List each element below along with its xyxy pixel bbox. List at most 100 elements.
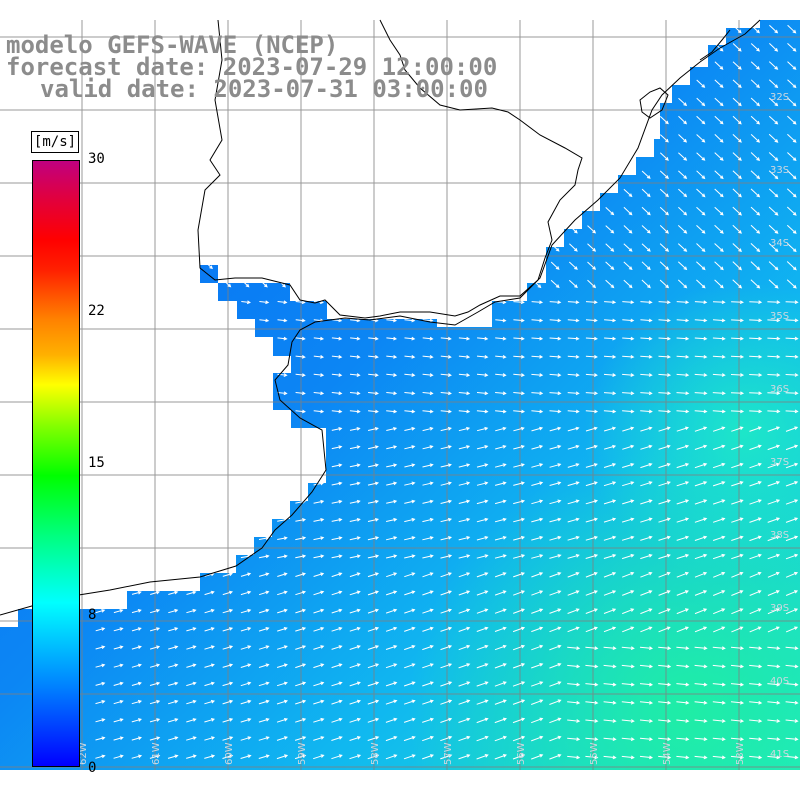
- longitude-label: 62W: [78, 742, 89, 765]
- wind-arrow: [476, 644, 489, 651]
- wind-arrow: [605, 243, 615, 252]
- wind-arrow: [623, 206, 633, 216]
- wind-arrow: [440, 536, 453, 541]
- wind-arrow: [641, 225, 651, 234]
- wind-arrow: [313, 590, 325, 596]
- wind-arrow: [186, 699, 197, 705]
- wind-arrow: [258, 663, 270, 668]
- wind-arrow: [277, 536, 288, 540]
- wind-arrow: [640, 517, 653, 523]
- wind-arrow: [623, 225, 633, 234]
- wind-arrow: [440, 626, 453, 632]
- wind-arrow: [696, 79, 706, 88]
- wind-arrow: [659, 279, 670, 289]
- wind-arrow: [422, 699, 434, 705]
- wind-arrow: [640, 626, 653, 633]
- wind-arrow: [714, 261, 724, 271]
- wind-arrow: [404, 608, 416, 614]
- wind-arrow: [785, 391, 799, 396]
- wind-arrow: [567, 499, 580, 505]
- latitude-label: 38S: [770, 530, 789, 541]
- wind-arrow: [785, 700, 799, 705]
- longitude-label: 61W: [151, 742, 162, 765]
- wind-arrow: [476, 626, 489, 632]
- wind-arrow: [260, 280, 268, 288]
- wind-arrow: [313, 717, 325, 723]
- wind-arrow: [714, 279, 724, 289]
- wind-arrow: [349, 717, 362, 723]
- wind-arrow: [531, 300, 544, 305]
- wind-arrow: [440, 663, 453, 669]
- wind-arrow: [639, 664, 654, 669]
- wind-arrow: [567, 608, 580, 614]
- wind-arrow: [259, 300, 270, 305]
- wind-arrow: [205, 262, 213, 270]
- wind-arrow: [422, 517, 434, 523]
- wind-arrow: [149, 609, 161, 614]
- wind-arrow: [313, 336, 325, 341]
- wind-arrow: [712, 444, 726, 450]
- wind-arrow: [149, 663, 161, 668]
- wind-arrow: [113, 663, 124, 668]
- wind-arrow: [603, 373, 617, 377]
- wind-arrow: [676, 755, 690, 760]
- wind-arrow: [223, 280, 232, 288]
- wind-arrow: [258, 645, 270, 650]
- wind-arrow: [676, 444, 690, 450]
- wind-arrow: [131, 663, 142, 668]
- wind-arrow: [404, 481, 416, 486]
- wind-arrow: [730, 354, 745, 359]
- wind-arrow: [694, 755, 708, 760]
- wind-arrow: [422, 354, 434, 359]
- wind-arrow: [240, 699, 252, 705]
- wind-arrow: [276, 718, 289, 723]
- wind-arrow: [404, 336, 416, 341]
- wind-arrow: [294, 736, 307, 741]
- wind-arrow: [476, 409, 489, 414]
- wind-arrow: [531, 409, 544, 414]
- wind-arrow: [676, 481, 690, 487]
- wind-arrow: [732, 24, 742, 34]
- wind-arrow: [95, 645, 106, 650]
- wind-arrow: [549, 481, 562, 486]
- wind-arrow: [767, 664, 781, 669]
- wind-arrow: [658, 664, 672, 669]
- wind-arrow: [295, 554, 307, 559]
- wind-arrow: [350, 336, 361, 341]
- wind-arrow: [714, 170, 724, 180]
- wind-arrow: [694, 737, 708, 742]
- wind-arrow: [622, 300, 635, 305]
- wind-arrow: [621, 553, 635, 560]
- wind-arrow: [585, 391, 599, 396]
- wind-arrow: [204, 699, 216, 705]
- wind-arrow: [603, 554, 617, 559]
- wind-arrow: [787, 24, 797, 34]
- wind-arrow: [404, 354, 416, 359]
- wind-arrow: [750, 224, 761, 234]
- wind-arrow: [732, 261, 742, 271]
- wind-arrow: [603, 535, 617, 541]
- wind-arrow: [313, 572, 325, 577]
- wind-arrow: [639, 682, 654, 687]
- wind-arrow: [494, 572, 507, 578]
- wind-arrow: [767, 755, 781, 760]
- wind-arrow: [440, 572, 452, 578]
- wind-arrow: [712, 354, 726, 359]
- wind-arrow: [113, 736, 124, 741]
- wind-arrow: [767, 426, 781, 432]
- wind-arrow: [659, 116, 669, 125]
- wind-arrow: [113, 645, 124, 650]
- wind-arrow: [658, 426, 671, 432]
- wind-arrow: [712, 700, 726, 705]
- wind-arrow: [731, 481, 744, 487]
- wind-arrow: [349, 481, 361, 486]
- wind-arrow: [168, 627, 179, 632]
- wind-arrow: [476, 735, 489, 742]
- wind-arrow: [658, 608, 671, 615]
- wind-arrow: [787, 79, 797, 89]
- wind-arrow: [440, 681, 453, 687]
- wind-arrow: [476, 681, 489, 687]
- wind-arrow: [640, 535, 653, 541]
- wind-arrow: [731, 336, 744, 341]
- wind-arrow: [331, 373, 343, 377]
